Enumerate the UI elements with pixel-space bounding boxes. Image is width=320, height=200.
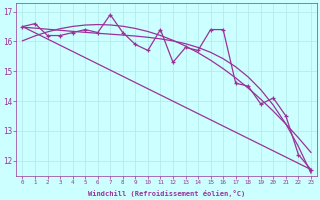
X-axis label: Windchill (Refroidissement éolien,°C): Windchill (Refroidissement éolien,°C) — [88, 190, 245, 197]
